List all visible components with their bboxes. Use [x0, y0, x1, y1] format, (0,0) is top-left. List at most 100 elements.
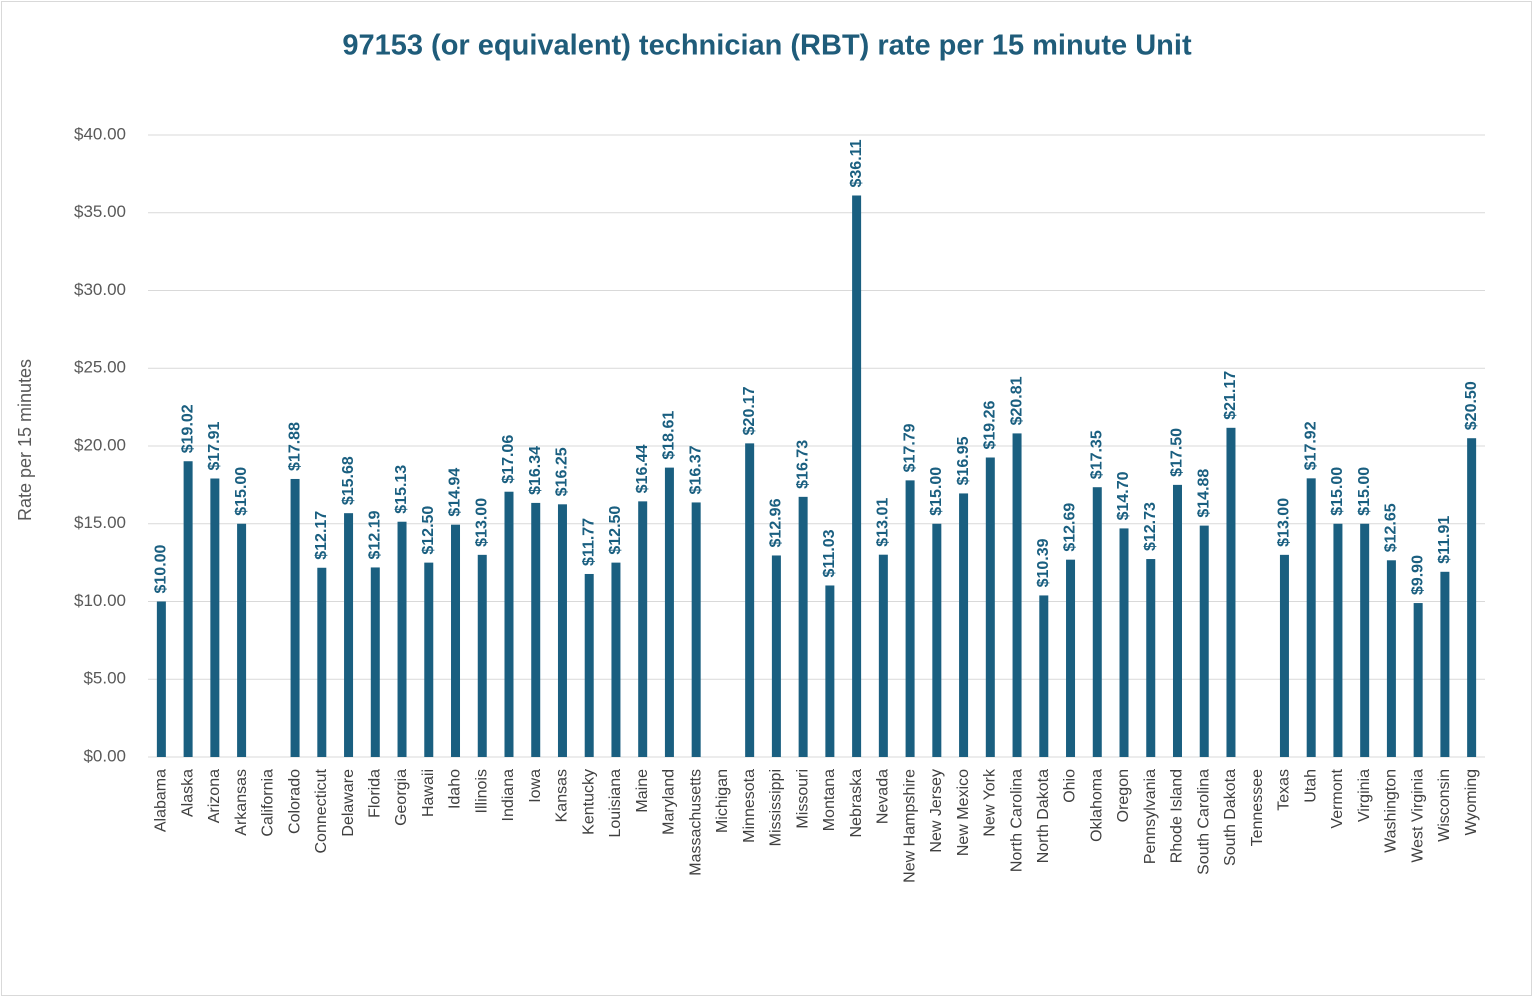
x-tick-label: New Jersey	[928, 769, 945, 853]
x-tick-label: West Virginia	[1409, 769, 1426, 863]
data-label: $19.26	[982, 400, 999, 449]
x-tick-label: Utah	[1302, 769, 1319, 803]
x-tick-label: Hawaii	[420, 769, 437, 817]
bar	[664, 467, 674, 757]
x-tick-label: Iowa	[527, 769, 544, 803]
bar	[798, 496, 808, 757]
y-tick-label: $20.00	[74, 435, 126, 454]
bar	[1172, 484, 1182, 757]
bar	[1066, 559, 1076, 757]
bar	[985, 457, 995, 757]
x-tick-label: Florida	[367, 769, 384, 818]
x-tick-label: California	[260, 769, 277, 837]
x-tick-label: Vermont	[1329, 768, 1346, 828]
x-tick-label: Nebraska	[848, 769, 865, 838]
bar	[424, 562, 434, 757]
bar	[1413, 603, 1423, 757]
bar	[1012, 433, 1022, 757]
data-label: $17.91	[206, 421, 223, 470]
x-tick-label: New Mexico	[955, 769, 972, 856]
data-label: $17.79	[901, 423, 918, 472]
bar	[317, 567, 327, 757]
x-tick-label: Louisiana	[607, 769, 624, 838]
x-tick-label: South Dakota	[1222, 769, 1239, 866]
bar	[531, 502, 541, 757]
y-tick-label: $15.00	[74, 513, 126, 532]
x-tick-label: Connecticut	[313, 768, 330, 853]
bar	[878, 554, 888, 757]
data-label: $11.03	[821, 529, 838, 577]
data-label: $17.92	[1302, 421, 1319, 470]
data-label: $11.91	[1436, 516, 1453, 564]
data-label: $12.50	[607, 506, 624, 555]
x-tick-label: Colorado	[286, 769, 303, 834]
data-label: $16.34	[527, 446, 544, 495]
x-tick-label: North Carolina	[1008, 769, 1025, 872]
bar	[477, 554, 487, 757]
bar	[745, 443, 755, 757]
data-label: $16.25	[554, 447, 571, 496]
data-label: $15.00	[1329, 467, 1346, 516]
bar	[1199, 525, 1209, 757]
x-tick-label: Nevada	[875, 769, 892, 824]
bar	[156, 601, 166, 757]
data-label: $15.00	[1356, 467, 1373, 516]
data-label: $21.17	[1222, 371, 1239, 420]
bar	[1467, 438, 1477, 757]
x-tick-label: Alabama	[153, 769, 170, 832]
data-label: $13.01	[875, 498, 892, 547]
x-tick-label: Alaska	[179, 769, 196, 817]
data-label: $13.00	[1276, 498, 1293, 547]
y-tick-label: $10.00	[74, 591, 126, 610]
x-tick-label: Oregon	[1115, 769, 1132, 822]
data-label: $16.73	[794, 440, 811, 489]
x-tick-label: Michigan	[714, 769, 731, 833]
data-label: $20.17	[741, 386, 758, 435]
data-label: $16.37	[687, 445, 704, 494]
y-tick-label: $25.00	[74, 358, 126, 377]
x-tick-label: Missouri	[794, 769, 811, 829]
data-label: $18.61	[661, 411, 678, 460]
data-label: $11.77	[580, 518, 597, 566]
data-label: $12.19	[367, 510, 384, 559]
data-label: $17.06	[500, 435, 517, 484]
x-tick-label: Washington	[1383, 769, 1400, 853]
data-label: $12.65	[1383, 503, 1400, 552]
bar	[370, 567, 380, 757]
y-axis-label: Rate per 15 minutes	[15, 359, 35, 521]
data-label: $14.70	[1115, 471, 1132, 520]
bar	[237, 523, 247, 757]
bar	[1119, 528, 1129, 757]
x-tick-label: Maryland	[661, 769, 678, 835]
data-label: $16.44	[634, 444, 651, 493]
bar	[557, 504, 567, 757]
x-tick-label: Arkansas	[233, 769, 250, 836]
data-label: $10.00	[153, 544, 170, 593]
x-tick-label: Virginia	[1356, 769, 1373, 822]
x-tick-label: Kentucky	[580, 769, 597, 835]
x-tick-label: Wisconsin	[1436, 769, 1453, 842]
data-label: $9.90	[1409, 555, 1426, 595]
bar	[290, 478, 300, 757]
y-tick-label: $35.00	[74, 202, 126, 221]
x-tick-label: Texas	[1276, 769, 1293, 811]
x-tick-label: Wyoming	[1463, 769, 1480, 836]
data-label: $20.81	[1008, 376, 1025, 425]
data-label: $13.00	[473, 498, 490, 547]
x-tick-label: Rhode Island	[1169, 769, 1186, 863]
data-label: $17.50	[1169, 428, 1186, 477]
bar	[691, 502, 701, 757]
bar	[932, 523, 942, 757]
data-label: $15.68	[340, 456, 357, 505]
data-label: $12.69	[1062, 503, 1079, 552]
bar	[451, 524, 461, 757]
data-label: $10.39	[1035, 538, 1052, 587]
x-tick-label: South Carolina	[1195, 769, 1212, 875]
data-label: $12.73	[1142, 502, 1159, 551]
data-label: $12.50	[420, 506, 437, 555]
x-tick-label: Maine	[634, 769, 651, 813]
bar	[825, 585, 835, 757]
data-label: $15.00	[928, 467, 945, 516]
